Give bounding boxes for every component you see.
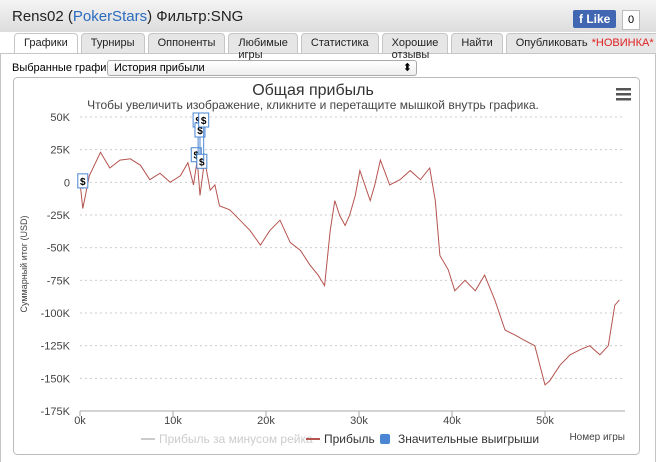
like-text: Like [586, 12, 611, 26]
header-title: Rens02 (PokerStars) Фильтр:SNG [12, 8, 243, 25]
y-tick-label: -125K [41, 341, 71, 353]
y-tick-label: 0 [64, 177, 70, 189]
tab-label: Любимые игры [238, 37, 288, 61]
flag-label: $ [80, 177, 86, 188]
flag-label: $ [197, 126, 203, 137]
flag-label: $ [199, 157, 205, 168]
new-badge: *НОВИНКА* [591, 37, 654, 49]
tab-label: Турниры [90, 37, 135, 49]
flag-box [77, 173, 89, 189]
y-tick-label: -50K [47, 243, 71, 255]
flag-box [196, 153, 208, 169]
paren: ) [147, 8, 153, 25]
selector[interactable]: История прибыли ⬍ [107, 60, 417, 76]
site-link[interactable]: PokerStars [72, 8, 148, 25]
header: Rens02 (PokerStars) Фильтр:SNG f Like 0 [0, 0, 656, 32]
y-axis-label: Суммарный итог (USD) [19, 215, 29, 312]
chart: Общая прибыль Чтобы увеличить изображени… [13, 77, 640, 455]
tab-label: Статистика [310, 37, 369, 49]
y-tick-label: 25K [50, 145, 70, 157]
tab-label: Опубликовать [515, 37, 588, 49]
tabs: Графики Турниры Оппоненты Любимые игры Стати… [14, 33, 656, 61]
user: Rens02 [12, 8, 64, 25]
chart-subtitle: Чтобы увеличить изображение, кликните и … [87, 98, 539, 112]
legend-item[interactable]: Прибыль за минусом рейка [141, 432, 313, 446]
flag: $ [77, 173, 89, 189]
x-tick-label: 0k [74, 415, 86, 427]
x-tick-label: 20k [257, 415, 275, 427]
tab[interactable]: Оппоненты [147, 33, 226, 53]
y-tick-label: -25K [47, 210, 71, 222]
tab-label: Хорошие отзывы [391, 37, 439, 61]
x-axis-label: Номер игры [569, 432, 625, 443]
y-tick-label: -75K [47, 275, 71, 287]
x-tick-label: 40k [443, 415, 461, 427]
flag-box [198, 112, 210, 128]
tab[interactable]: Статистика [300, 33, 379, 53]
flag: $ [196, 153, 208, 170]
legend-item[interactable]: Значительные выигрыши [380, 432, 539, 446]
tab[interactable]: Хорошие отзывы [381, 33, 449, 61]
selector-label: Выбранные графики: [12, 62, 121, 74]
tab-label: Найти [461, 37, 493, 49]
tab[interactable]: Найти [451, 33, 503, 53]
chart-title: Общая прибыль [252, 82, 374, 99]
legend-label: Прибыль за минусом рейка [159, 432, 313, 446]
flag-label: $ [201, 116, 207, 127]
y-tick-label: -150K [41, 373, 71, 385]
tab[interactable]: Любимые игры [228, 33, 298, 61]
legend-swatch [380, 434, 390, 444]
legend-label: Прибыль [324, 432, 375, 446]
x-tick-label: 10k [164, 415, 182, 427]
profit-line [79, 151, 620, 386]
selector-value: История прибыли [114, 62, 205, 74]
x-tick-label: 30k [350, 415, 368, 427]
legend-item[interactable]: Прибыль [306, 432, 375, 446]
x-tick-label: 50k [536, 415, 554, 427]
like-count: 0 [622, 10, 640, 30]
paren: ( [67, 8, 73, 25]
like-button[interactable]: f Like [573, 10, 617, 28]
tab[interactable]: Турниры [80, 33, 145, 53]
y-tick-label: 50K [50, 112, 70, 124]
tab[interactable]: Опубликовать *НОВИНКА* [505, 33, 656, 53]
select-arrow: ⬍ [402, 62, 412, 74]
flag: $ [198, 112, 210, 162]
filter: Фильтр:SNG [156, 8, 244, 25]
tab-label: Оппоненты [157, 37, 216, 49]
menu-icon[interactable] [616, 88, 631, 101]
y-tick-label: -100K [41, 308, 71, 320]
y-tick-label: -175K [41, 406, 71, 418]
tab[interactable]: Графики [14, 33, 78, 53]
legend-label: Значительные выигрыши [398, 432, 539, 446]
tab-label: Графики [24, 37, 68, 49]
